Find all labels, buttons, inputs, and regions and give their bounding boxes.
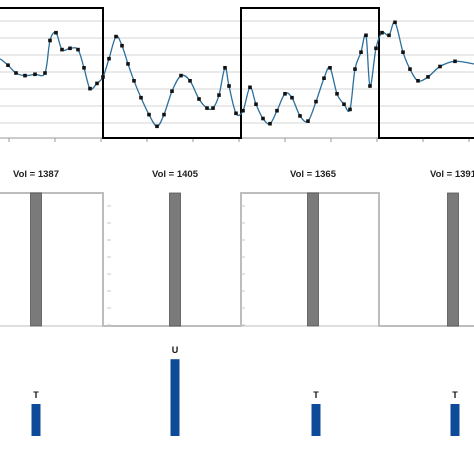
signal-point: [139, 95, 143, 100]
signal-point: [6, 63, 10, 67]
flag-bar: [450, 404, 460, 436]
signal-point: [88, 86, 92, 91]
signal-point: [453, 59, 457, 64]
signal-point: [162, 112, 166, 117]
flag-label: U: [172, 345, 179, 355]
signal-point: [241, 108, 245, 113]
signal-point: [342, 102, 346, 106]
signal-point: [416, 79, 420, 83]
signal-point: [401, 50, 405, 54]
signal-point: [380, 30, 384, 35]
flag-bar: [31, 404, 41, 436]
signal-point: [155, 124, 159, 129]
signal-point: [147, 112, 151, 117]
square-wave-line: [0, 7, 474, 139]
signal-point: [223, 66, 227, 70]
signal-point: [408, 67, 412, 71]
signal-point: [368, 84, 372, 88]
signal-point: [188, 79, 192, 83]
signal-point: [23, 73, 27, 78]
signal-point: [306, 119, 310, 123]
signal-point: [364, 33, 368, 38]
volume-bar: [169, 192, 181, 327]
volume-label: Vol = 1365: [290, 169, 337, 180]
signal-point: [438, 64, 442, 69]
signal-point: [261, 116, 265, 121]
signal-point: [268, 121, 272, 126]
signal-point: [48, 38, 52, 43]
signal-point: [234, 111, 238, 116]
signal-point: [393, 20, 397, 25]
flag-label: T: [33, 390, 39, 400]
volume-label: Vol = 1405: [152, 169, 199, 180]
flag-bar: [311, 404, 321, 436]
signal-point: [348, 107, 352, 112]
signal-point: [254, 102, 258, 106]
signal-point: [68, 46, 72, 51]
signal-point: [290, 95, 294, 100]
signal-point: [322, 76, 326, 80]
signal-point: [227, 84, 231, 88]
signal-point: [197, 97, 201, 101]
signal-point: [217, 93, 221, 97]
signal-point: [359, 50, 363, 54]
signal-point: [43, 71, 47, 75]
signal-point: [328, 66, 332, 70]
signal-point: [179, 73, 183, 78]
signal-point: [170, 89, 174, 93]
signal-point: [387, 33, 391, 38]
signal-point: [82, 66, 86, 70]
signal-point: [353, 67, 357, 71]
volume-label: Vol = 1387: [13, 169, 59, 180]
flag-bar: [170, 359, 180, 436]
signal-point: [132, 79, 136, 83]
signal-point: [107, 56, 111, 61]
signal-point: [211, 106, 215, 110]
volume-panel: Vol = 1387 Vol = 1405 Vol = 1365 Vol = 1391: [0, 169, 474, 327]
signal-point: [335, 92, 339, 96]
signal-point: [33, 72, 37, 77]
flag-label: T: [313, 390, 319, 400]
volume-wave-outline: [0, 192, 474, 327]
signal-point: [248, 85, 252, 90]
signal-point: [426, 75, 430, 79]
signal-point: [205, 106, 209, 110]
signal-point: [101, 75, 105, 79]
signal-panel: [0, 7, 474, 142]
volume-bar: [307, 192, 319, 327]
signal-point: [95, 81, 99, 86]
signal-point: [126, 62, 130, 66]
signal-point: [283, 92, 287, 96]
signal-point: [120, 43, 124, 48]
volume-bar: [447, 192, 459, 327]
signal-line: [0, 21, 474, 127]
signal-point: [374, 46, 378, 51]
signal-point: [60, 47, 64, 52]
signal-point: [114, 34, 118, 39]
volume-bar: [30, 192, 42, 327]
signal-point: [314, 99, 318, 104]
signal-point: [275, 108, 279, 113]
flag-label: T: [452, 390, 458, 400]
signal-point: [76, 47, 80, 52]
signal-point: [54, 30, 58, 35]
volume-label: Vol = 1391: [430, 169, 474, 180]
signal-point: [298, 114, 302, 118]
flag-panel: T U T T: [31, 345, 460, 436]
signal-point: [14, 71, 18, 75]
